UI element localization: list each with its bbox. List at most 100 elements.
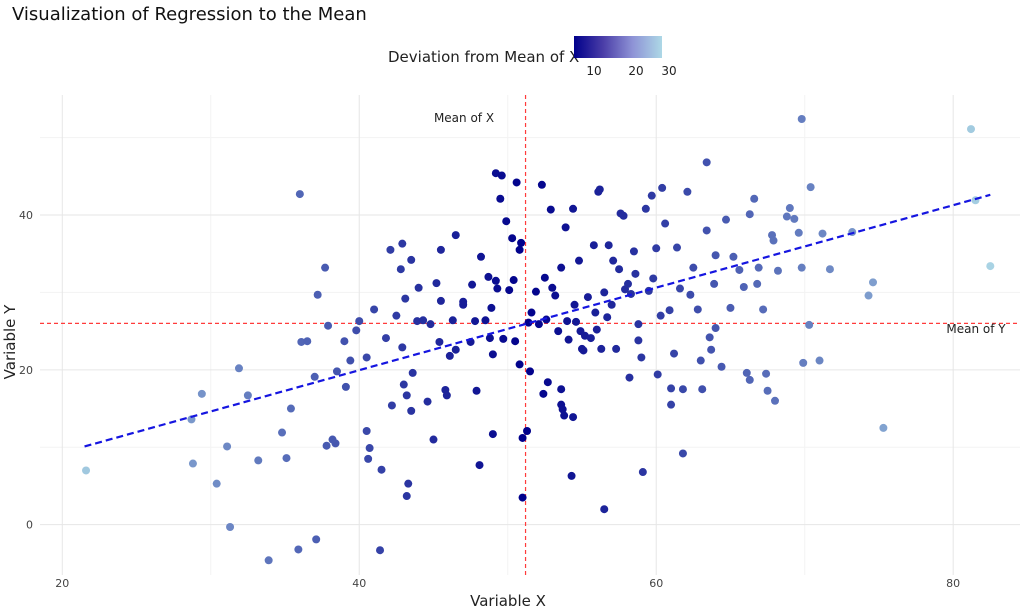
data-point xyxy=(735,265,744,274)
data-point xyxy=(702,158,711,167)
data-point xyxy=(197,389,206,398)
legend-title: Deviation from Mean of X xyxy=(388,48,580,66)
data-point xyxy=(436,245,445,254)
data-point xyxy=(658,183,667,192)
y-tick-label: 0 xyxy=(26,519,33,532)
data-point xyxy=(408,368,417,377)
data-point xyxy=(653,370,662,379)
data-point xyxy=(670,349,679,358)
data-point xyxy=(303,337,312,346)
data-point xyxy=(527,308,536,317)
data-point xyxy=(399,380,408,389)
data-point xyxy=(554,327,563,336)
data-point xyxy=(754,263,763,272)
data-point xyxy=(790,214,799,223)
data-point xyxy=(678,385,687,394)
data-point xyxy=(797,263,806,272)
data-point xyxy=(600,288,609,297)
data-point xyxy=(702,226,711,235)
data-point xyxy=(806,183,815,192)
x-tick-label: 80 xyxy=(946,577,960,590)
data-point xyxy=(407,406,416,415)
data-point xyxy=(488,430,497,439)
data-point xyxy=(782,212,791,221)
data-point xyxy=(542,315,551,324)
data-point xyxy=(557,385,566,394)
data-point xyxy=(678,449,687,458)
data-point xyxy=(82,466,91,475)
data-point xyxy=(805,320,814,329)
data-point xyxy=(254,456,263,465)
data-point xyxy=(631,269,640,278)
data-point xyxy=(794,228,803,237)
data-point xyxy=(629,247,638,256)
grid-lines xyxy=(40,95,1020,575)
data-point xyxy=(328,435,337,444)
data-point xyxy=(497,171,506,180)
data-point xyxy=(815,356,824,365)
data-point xyxy=(750,194,759,203)
data-point xyxy=(572,317,581,326)
data-point xyxy=(404,479,413,488)
data-point xyxy=(429,435,438,444)
data-point xyxy=(589,241,598,250)
data-point xyxy=(745,210,754,219)
data-point xyxy=(398,343,407,352)
data-point xyxy=(332,367,341,376)
data-point xyxy=(604,241,613,250)
data-point xyxy=(763,386,772,395)
x-tick-label: 60 xyxy=(649,577,663,590)
x-axis-title: Variable X xyxy=(470,592,546,610)
data-point xyxy=(745,375,754,384)
data-point xyxy=(711,324,720,333)
data-point xyxy=(310,372,319,381)
data-point xyxy=(487,303,496,312)
data-point xyxy=(769,236,778,245)
data-points xyxy=(82,115,995,565)
data-point xyxy=(509,276,518,285)
data-point xyxy=(365,444,374,453)
data-point xyxy=(451,345,460,354)
data-point xyxy=(546,205,555,214)
data-point xyxy=(518,493,527,502)
data-point xyxy=(564,335,573,344)
data-point xyxy=(607,300,616,309)
data-point xyxy=(282,454,291,463)
data-point xyxy=(609,256,618,265)
data-point xyxy=(188,459,197,468)
data-point xyxy=(638,468,647,477)
data-point xyxy=(445,351,454,360)
data-point xyxy=(386,245,395,254)
data-point xyxy=(667,400,676,409)
legend-tick-20: 20 xyxy=(628,64,644,78)
data-point xyxy=(226,523,235,531)
legend-tick-30: 30 xyxy=(661,64,677,78)
data-point xyxy=(543,378,552,387)
data-point xyxy=(407,255,416,264)
data-point xyxy=(398,239,407,248)
mean-x-label: Mean of X xyxy=(434,111,494,125)
data-point xyxy=(591,308,600,317)
data-point xyxy=(759,305,768,314)
data-point xyxy=(624,279,632,288)
data-point xyxy=(459,300,468,309)
data-point xyxy=(413,317,422,326)
data-point xyxy=(785,204,794,213)
data-point xyxy=(825,265,834,274)
data-point xyxy=(526,367,534,376)
legend-colorbar xyxy=(574,36,662,58)
data-point xyxy=(625,373,634,382)
data-point xyxy=(649,274,658,283)
legend-tick-10: 10 xyxy=(586,64,602,78)
data-point xyxy=(496,194,505,203)
data-point xyxy=(986,262,995,271)
data-point xyxy=(295,190,304,199)
data-point xyxy=(967,125,975,134)
data-point xyxy=(753,279,762,288)
data-point xyxy=(696,356,705,365)
data-point xyxy=(523,427,532,435)
data-point xyxy=(534,320,543,329)
data-point xyxy=(414,283,423,292)
data-point xyxy=(577,344,586,353)
regression-line-group xyxy=(84,193,991,448)
